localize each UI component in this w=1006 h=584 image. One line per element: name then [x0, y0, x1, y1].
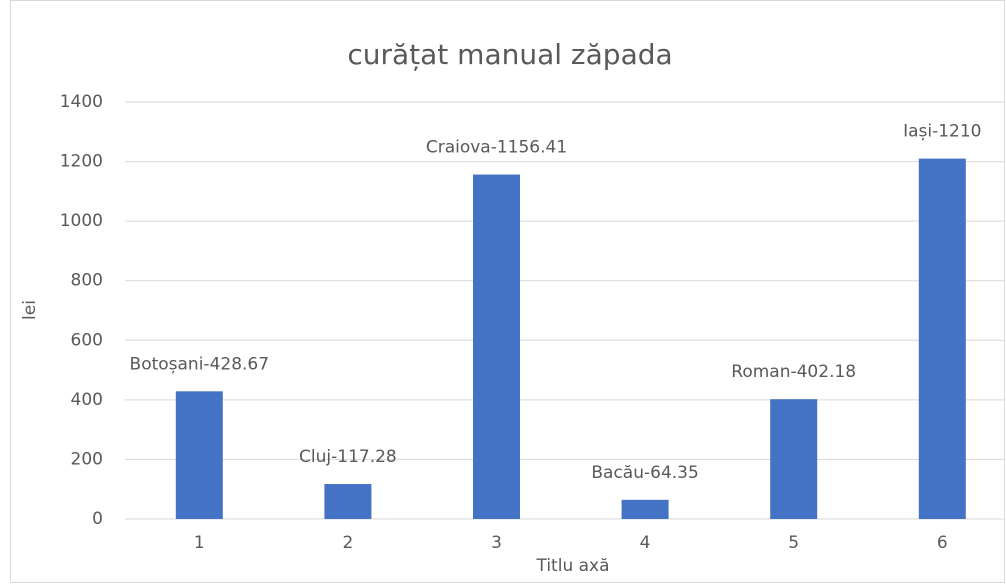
x-tick-label: 5: [788, 533, 799, 553]
y-tick-label: 200: [71, 449, 103, 469]
y-tick-label: 0: [92, 509, 103, 529]
y-axis-title: lei: [20, 300, 40, 320]
data-label: Roman-402.18: [731, 362, 856, 382]
x-tick-label: 1: [194, 533, 205, 553]
bar: [175, 391, 223, 519]
x-tick-label: 3: [491, 533, 502, 553]
y-tick-label: 600: [71, 330, 103, 350]
x-axis-title: Titlu axă: [535, 556, 609, 576]
bar: [324, 484, 372, 519]
data-label: Botoșani-428.67: [130, 354, 270, 374]
bar: [621, 499, 669, 519]
bar: [473, 174, 520, 519]
y-tick-label: 400: [71, 390, 103, 410]
data-label: Craiova-1156.41: [426, 138, 567, 158]
x-tick-label: 2: [342, 533, 353, 553]
y-tick-label: 1400: [60, 92, 103, 112]
data-label: Cluj-117.28: [299, 447, 397, 467]
data-label: Iași-1210: [903, 122, 981, 142]
x-tick-label: 4: [640, 533, 651, 553]
bar: [770, 399, 818, 519]
y-tick-label: 800: [71, 271, 103, 291]
bar: [918, 158, 966, 520]
y-tick-label: 1000: [60, 211, 103, 231]
data-label: Bacău-64.35: [591, 463, 698, 483]
x-tick-label: 6: [937, 533, 948, 553]
y-tick-label: 1200: [60, 152, 103, 172]
chart-title: curățat manual zăpada: [347, 38, 672, 71]
